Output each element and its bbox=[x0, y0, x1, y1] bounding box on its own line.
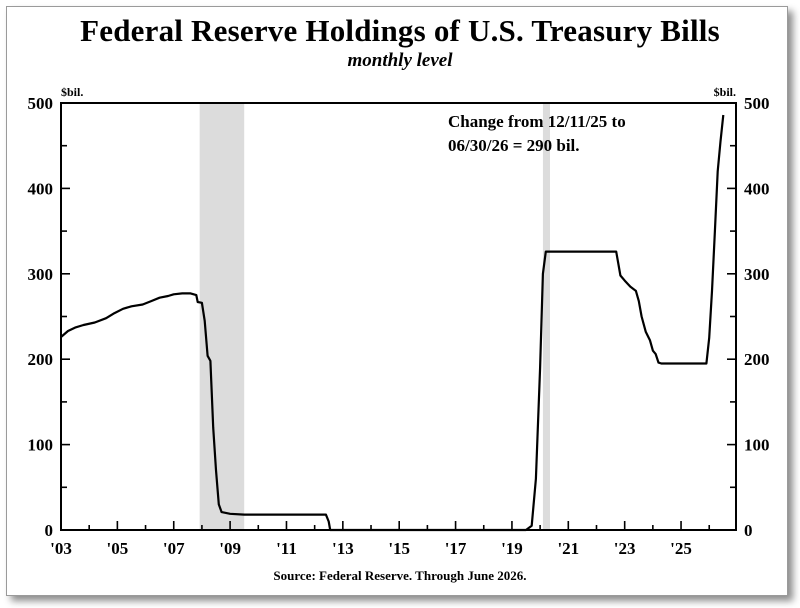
x-tick-label: '23 bbox=[614, 539, 636, 558]
x-tick-label: '17 bbox=[445, 539, 467, 558]
annotation-line-2: 06/30/26 = 290 bil. bbox=[448, 136, 580, 155]
chart-title: Federal Reserve Holdings of U.S. Treasur… bbox=[80, 13, 720, 48]
y-tick-label-right: 200 bbox=[744, 350, 770, 369]
chart-frame bbox=[6, 6, 788, 596]
y-tick-label-left: 500 bbox=[28, 94, 54, 113]
y-tick-label-right: 300 bbox=[744, 265, 770, 284]
x-tick-label: '19 bbox=[501, 539, 523, 558]
y-unit-right: $bil. bbox=[714, 85, 736, 99]
y-tick-label-right: 0 bbox=[744, 521, 753, 540]
x-tick-label: '13 bbox=[332, 539, 354, 558]
y-tick-label-left: 300 bbox=[28, 265, 54, 284]
recession-band-2 bbox=[542, 103, 550, 530]
source-note: Source: Federal Reserve. Through June 20… bbox=[273, 568, 527, 583]
series-line bbox=[60, 114, 725, 532]
recession-layer bbox=[199, 103, 550, 530]
y-tick-label-right: 400 bbox=[744, 179, 770, 198]
x-tick-label: '05 bbox=[107, 539, 129, 558]
x-tick-label: '07 bbox=[163, 539, 185, 558]
x-tick-label: '09 bbox=[219, 539, 241, 558]
y-tick-label-right: 500 bbox=[744, 94, 770, 113]
y-tick-label-left: 0 bbox=[45, 521, 54, 540]
y-tick-label-left: 400 bbox=[28, 179, 54, 198]
chart-subtitle: monthly level bbox=[347, 50, 453, 71]
x-tick-label: '21 bbox=[557, 539, 579, 558]
tick-layer: 0 0 100 100 200 200 300 300 400 400 500 500 '03 '05 '0… bbox=[28, 94, 770, 558]
y-tick-label-left: 100 bbox=[28, 436, 54, 455]
y-tick-label-right: 100 bbox=[744, 436, 770, 455]
plot-area-border bbox=[60, 102, 737, 531]
y-tick-label-left: 200 bbox=[28, 350, 54, 369]
recession-band-1 bbox=[199, 103, 245, 530]
x-tick-label: '11 bbox=[276, 539, 297, 558]
x-tick-label: '03 bbox=[50, 539, 72, 558]
y-unit-left: $bil. bbox=[61, 85, 83, 99]
x-tick-label: '15 bbox=[388, 539, 410, 558]
x-tick-label: '25 bbox=[670, 539, 692, 558]
annotation-line-1: Change from 12/11/25 to bbox=[448, 112, 626, 131]
